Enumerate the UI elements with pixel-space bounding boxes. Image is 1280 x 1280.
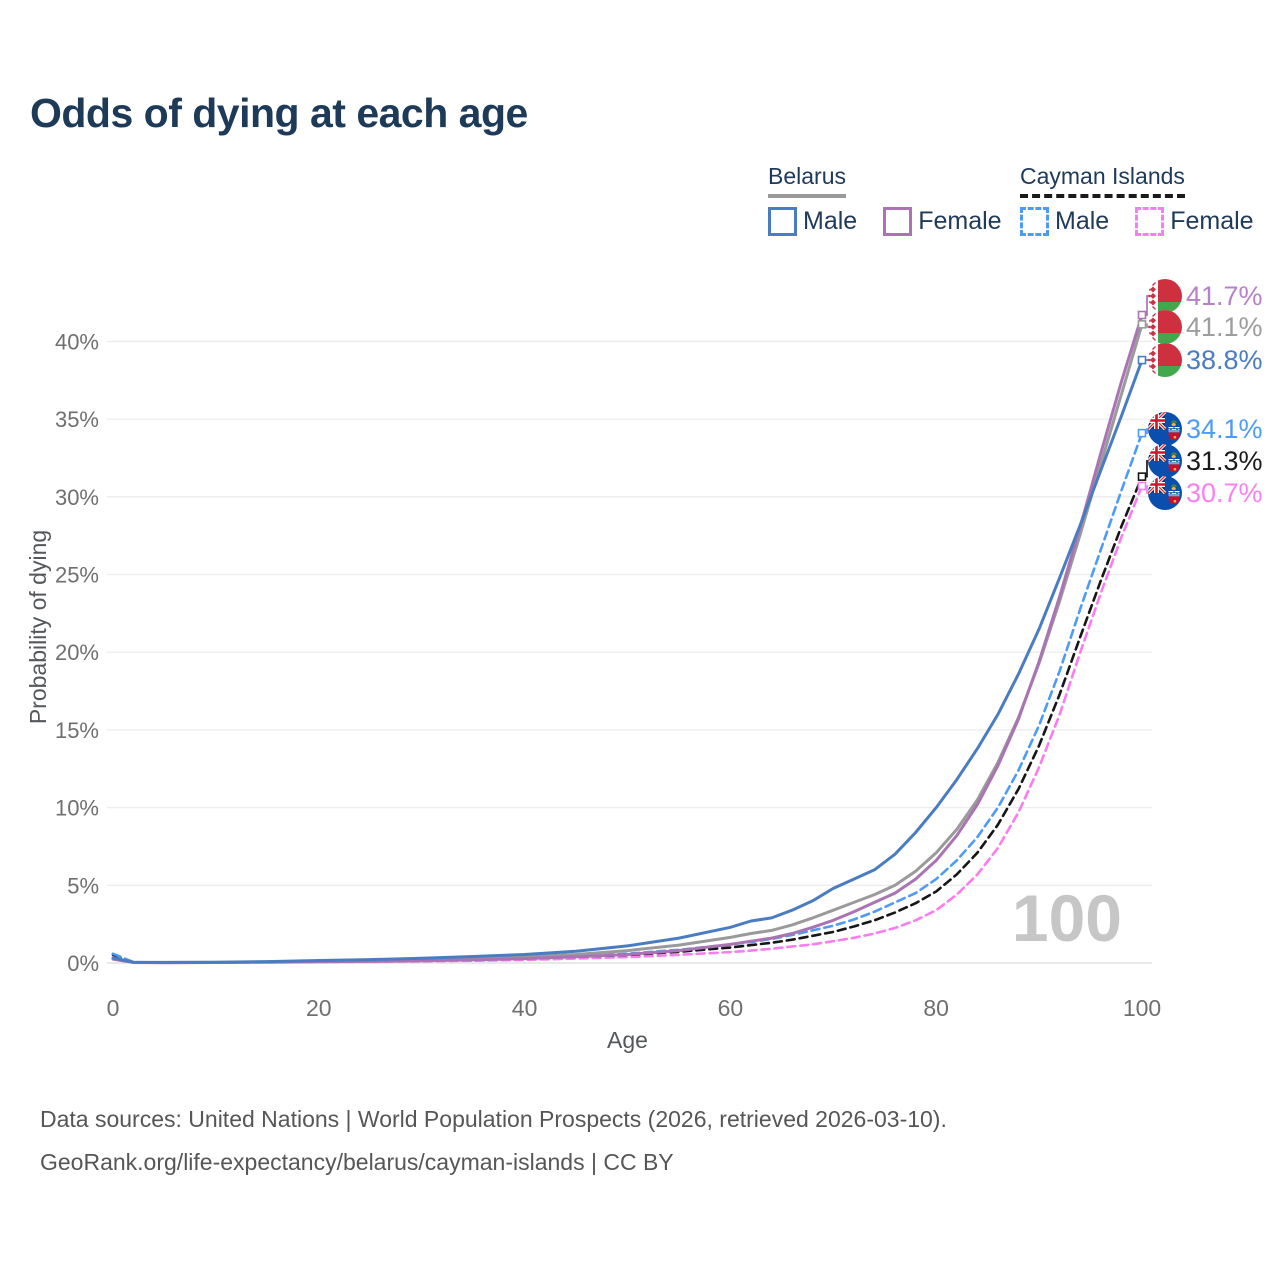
legend: Belarus Male Female Cayman Islands Male bbox=[0, 163, 1280, 243]
y-tick-label-20: 20% bbox=[55, 640, 99, 665]
legend-item-belarus-male[interactable]: Male bbox=[768, 207, 857, 236]
hover-age-watermark: 100 bbox=[1012, 881, 1122, 955]
legend-key-cayman-male-icon[interactable] bbox=[1020, 207, 1049, 236]
series-line-belarus-male[interactable] bbox=[111, 358, 1144, 964]
x-tick-label-60: 60 bbox=[718, 995, 744, 1021]
endpoint-marker-cayman-islands-male bbox=[1137, 428, 1147, 438]
endpoint-marker-cayman-islands-both-sexes bbox=[1137, 472, 1147, 481]
end-value-label-cayman-islands-both-sexes: 31.3% bbox=[1186, 446, 1263, 476]
footer-attribution: GeoRank.org/life-expectancy/belarus/caym… bbox=[40, 1149, 674, 1175]
legend-item-cayman-male[interactable]: Male bbox=[1020, 207, 1109, 236]
end-flag-belarus-female bbox=[1148, 279, 1182, 313]
end-flag-cayman-islands-male bbox=[1148, 412, 1182, 446]
x-tick-label-40: 40 bbox=[512, 995, 538, 1021]
belarus-flag-icon bbox=[1148, 343, 1182, 377]
belarus-flag-icon bbox=[1148, 310, 1182, 344]
y-axis-title: Probability of dying bbox=[25, 530, 51, 724]
end-value-label-belarus-male: 38.8% bbox=[1186, 345, 1263, 375]
y-tick-label-0: 0% bbox=[67, 951, 99, 976]
legend-header-cayman-islands: Cayman Islands bbox=[1020, 163, 1185, 198]
series-line-belarus-both-sexes[interactable] bbox=[111, 322, 1144, 964]
end-flag-cayman-islands-both-sexes bbox=[1148, 444, 1182, 478]
legend-group-cayman-islands: Cayman Islands Male Female bbox=[1020, 163, 1254, 236]
y-tick-label-25: 25% bbox=[55, 563, 99, 588]
footer-data-sources: Data sources: United Nations | World Pop… bbox=[40, 1106, 947, 1132]
legend-row-belarus: Male Female bbox=[768, 207, 1002, 236]
legend-header-belarus: Belarus bbox=[768, 163, 846, 198]
legend-group-belarus: Belarus Male Female bbox=[768, 163, 1002, 236]
legend-item-label: Male bbox=[803, 207, 858, 235]
endpoint-marker-belarus-female bbox=[1137, 310, 1147, 320]
x-tick-label-100: 100 bbox=[1123, 995, 1161, 1021]
end-value-label-belarus-both-sexes: 41.1% bbox=[1186, 312, 1263, 342]
legend-key-belarus-female-icon[interactable] bbox=[883, 207, 913, 236]
y-tick-label-5: 5% bbox=[67, 873, 99, 898]
endpoint-marker-belarus-both-sexes bbox=[1137, 320, 1147, 329]
legend-key-cayman-female-icon[interactable] bbox=[1135, 207, 1165, 236]
x-tick-label-0: 0 bbox=[107, 995, 120, 1021]
endpoint-marker-belarus-male bbox=[1137, 355, 1147, 365]
endpoint-marker-cayman-islands-female bbox=[1137, 481, 1147, 491]
cayman-islands-flag-icon bbox=[1148, 476, 1182, 510]
legend-item-label: Female bbox=[918, 207, 1002, 235]
x-tick-label-20: 20 bbox=[306, 995, 332, 1021]
x-axis-title: Age bbox=[607, 1027, 648, 1053]
cayman-islands-flag-icon bbox=[1148, 444, 1182, 478]
legend-item-cayman-female[interactable]: Female bbox=[1135, 207, 1254, 236]
y-tick-label-35: 35% bbox=[55, 407, 99, 432]
y-tick-label-40: 40% bbox=[55, 329, 99, 354]
footer: Data sources: United Nations | World Pop… bbox=[40, 1106, 947, 1192]
cayman-islands-flag-icon bbox=[1148, 412, 1182, 446]
series-line-cayman-islands-female[interactable] bbox=[111, 484, 1144, 964]
y-tick-label-10: 10% bbox=[55, 796, 99, 821]
series-line-belarus-female[interactable] bbox=[111, 313, 1144, 965]
end-flag-belarus-male bbox=[1148, 343, 1182, 377]
y-tick-label-30: 30% bbox=[55, 485, 99, 510]
x-tick-label-80: 80 bbox=[923, 995, 949, 1021]
legend-item-belarus-female[interactable]: Female bbox=[883, 207, 1002, 236]
legend-row-cayman-islands: Male Female bbox=[1020, 207, 1254, 236]
legend-key-belarus-male-icon[interactable] bbox=[768, 207, 797, 236]
series-line-cayman-islands-both-sexes[interactable] bbox=[111, 475, 1144, 964]
belarus-flag-icon bbox=[1148, 279, 1182, 313]
end-flag-belarus-both-sexes bbox=[1148, 310, 1182, 344]
legend-item-label: Male bbox=[1055, 207, 1110, 235]
end-value-label-belarus-female: 41.7% bbox=[1186, 281, 1263, 311]
y-tick-label-15: 15% bbox=[55, 718, 99, 743]
end-value-label-cayman-islands-female: 30.7% bbox=[1186, 478, 1263, 508]
page-title: Odds of dying at each age bbox=[30, 90, 528, 136]
end-flag-cayman-islands-female bbox=[1148, 476, 1182, 510]
legend-item-label: Female bbox=[1170, 207, 1254, 235]
end-value-label-cayman-islands-male: 34.1% bbox=[1186, 414, 1263, 444]
series-line-cayman-islands-male[interactable] bbox=[111, 431, 1144, 964]
